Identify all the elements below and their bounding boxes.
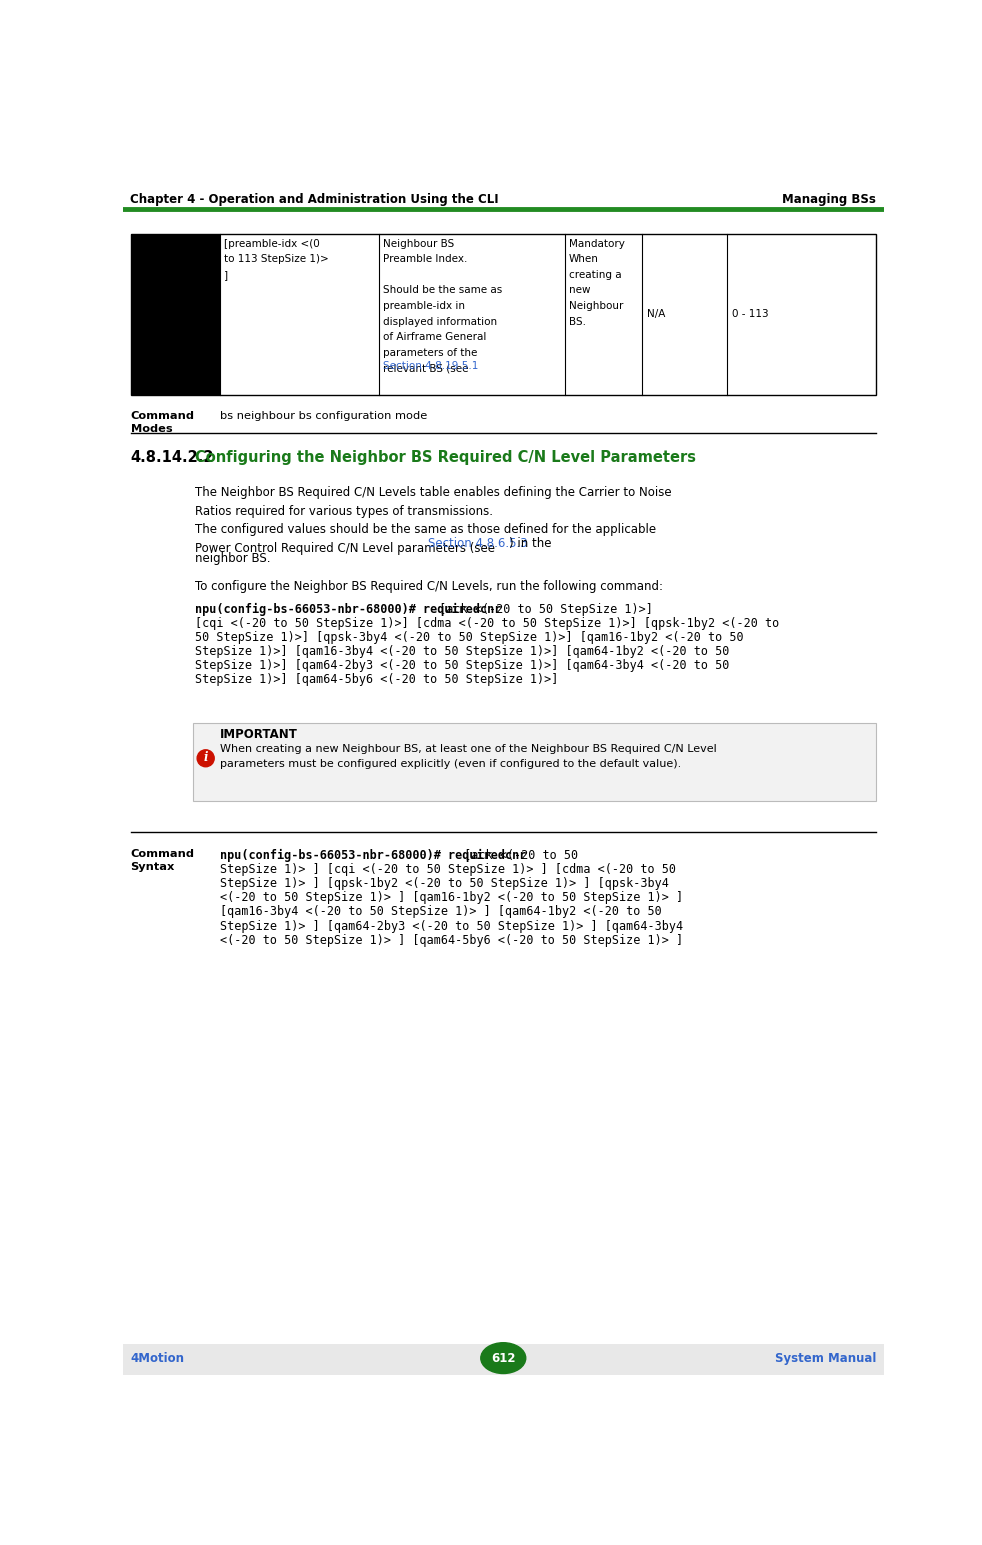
Text: bs neighbour bs configuration mode: bs neighbour bs configuration mode [220, 411, 427, 420]
Text: [preamble-idx <(0
to 113 StepSize 1)>
]: [preamble-idx <(0 to 113 StepSize 1)> ] [224, 238, 329, 280]
Bar [131, 233, 220, 396]
Text: npu(config-bs-66053-nbr-68000)# requiredcnr: npu(config-bs-66053-nbr-68000)# required… [194, 603, 501, 616]
Text: Command
Modes: Command Modes [131, 411, 194, 434]
Text: Section 4.8.6.5.3: Section 4.8.6.5.3 [428, 538, 527, 550]
Text: Managing BSs: Managing BSs [783, 193, 876, 205]
Bar [192, 723, 876, 802]
Text: [qam16-3by4 <(-20 to 50 StepSize 1)> ] [qam64-1by2 <(-20 to 50: [qam16-3by4 <(-20 to 50 StepSize 1)> ] [… [220, 905, 661, 918]
Text: StepSize 1)>] [qam16-3by4 <(-20 to 50 StepSize 1)>] [qam64-1by2 <(-20 to 50: StepSize 1)>] [qam16-3by4 <(-20 to 50 St… [194, 644, 730, 658]
Text: [cqi <(-20 to 50 StepSize 1)>] [cdma <(-20 to 50 StepSize 1)>] [qpsk-1by2 <(-20 : [cqi <(-20 to 50 StepSize 1)>] [cdma <(-… [194, 616, 779, 630]
Text: Chapter 4 - Operation and Administration Using the CLI: Chapter 4 - Operation and Administration… [131, 193, 499, 205]
Text: Configuring the Neighbor BS Required C/N Level Parameters: Configuring the Neighbor BS Required C/N… [194, 450, 696, 465]
Text: 4.8.14.2.2: 4.8.14.2.2 [131, 450, 214, 465]
Text: <(-20 to 50 StepSize 1)> ] [qam64-5by6 <(-20 to 50 StepSize 1)> ]: <(-20 to 50 StepSize 1)> ] [qam64-5by6 <… [220, 933, 682, 947]
Text: When creating a new Neighbour BS, at least one of the Neighbour BS Required C/N : When creating a new Neighbour BS, at lea… [220, 745, 717, 769]
Text: [ack <(-20 to 50: [ack <(-20 to 50 [457, 850, 578, 862]
Text: <(-20 to 50 StepSize 1)> ] [qam16-1by2 <(-20 to 50 StepSize 1)> ]: <(-20 to 50 StepSize 1)> ] [qam16-1by2 <… [220, 891, 682, 904]
Text: IMPORTANT: IMPORTANT [220, 728, 298, 742]
Text: System Manual: System Manual [775, 1352, 876, 1364]
Text: Mandatory
When
creating a
new
Neighbour
BS.: Mandatory When creating a new Neighbour … [570, 238, 625, 326]
Text: The configured values should be the same as those defined for the applicable
Pow: The configured values should be the same… [194, 522, 656, 555]
Text: Section 4.8.19.5.1: Section 4.8.19.5.1 [383, 362, 478, 371]
Text: 50 StepSize 1)>] [qpsk-3by4 <(-20 to 50 StepSize 1)>] [qam16-1by2 <(-20 to 50: 50 StepSize 1)>] [qpsk-3by4 <(-20 to 50 … [194, 630, 743, 644]
Bar [131, 233, 876, 396]
Bar [123, 1344, 884, 1375]
Text: Command
Syntax: Command Syntax [131, 850, 194, 873]
Text: StepSize 1)>] [qam64-2by3 <(-20 to 50 StepSize 1)>] [qam64-3by4 <(-20 to 50: StepSize 1)>] [qam64-2by3 <(-20 to 50 St… [194, 660, 730, 672]
Text: neighbor BS.: neighbor BS. [194, 552, 270, 565]
Text: npu(config-bs-66053-nbr-68000)# requiredcnr: npu(config-bs-66053-nbr-68000)# required… [220, 850, 526, 862]
Text: StepSize 1)> ] [cqi <(-20 to 50 StepSize 1)> ] [cdma <(-20 to 50: StepSize 1)> ] [cqi <(-20 to 50 StepSize… [220, 864, 676, 876]
Text: StepSize 1)>] [qam64-5by6 <(-20 to 50 StepSize 1)>]: StepSize 1)>] [qam64-5by6 <(-20 to 50 St… [194, 674, 558, 686]
Text: 0 - 113: 0 - 113 [732, 309, 769, 320]
Text: ) in the: ) in the [509, 538, 551, 550]
Text: N/A: N/A [647, 309, 665, 320]
Ellipse shape [197, 749, 214, 766]
Ellipse shape [481, 1343, 525, 1374]
Text: The Neighbor BS Required C/N Levels table enables defining the Carrier to Noise
: The Neighbor BS Required C/N Levels tabl… [194, 485, 672, 518]
Text: i: i [203, 751, 208, 765]
Text: [ack <(-20 to 50 StepSize 1)>]: [ack <(-20 to 50 StepSize 1)>] [432, 603, 653, 616]
Text: To configure the Neighbor BS Required C/N Levels, run the following command:: To configure the Neighbor BS Required C/… [194, 581, 663, 593]
Text: 4Motion: 4Motion [131, 1352, 185, 1364]
Text: 612: 612 [491, 1352, 516, 1364]
Text: Neighbour BS
Preamble Index.

Should be the same as
preamble-idx in
displayed in: Neighbour BS Preamble Index. Should be t… [383, 238, 503, 389]
Text: StepSize 1)> ] [qam64-2by3 <(-20 to 50 StepSize 1)> ] [qam64-3by4: StepSize 1)> ] [qam64-2by3 <(-20 to 50 S… [220, 919, 682, 933]
Text: StepSize 1)> ] [qpsk-1by2 <(-20 to 50 StepSize 1)> ] [qpsk-3by4: StepSize 1)> ] [qpsk-1by2 <(-20 to 50 St… [220, 878, 669, 890]
